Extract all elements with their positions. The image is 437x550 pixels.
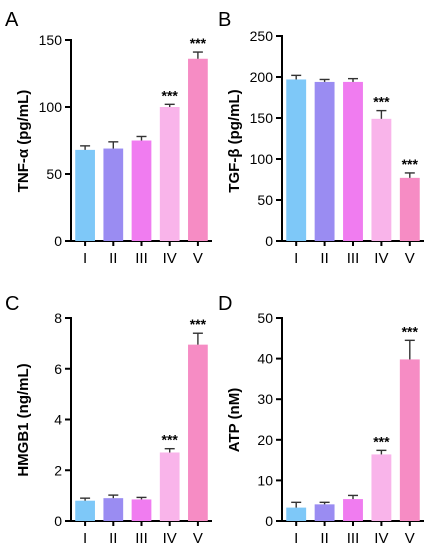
x-tick-label: V <box>193 530 203 547</box>
y-tick-label: 40 <box>257 351 273 367</box>
y-tick-label: 10 <box>257 472 273 488</box>
x-tick-label: II <box>320 530 328 547</box>
y-tick-label: 4 <box>54 412 62 428</box>
significance-marker: *** <box>402 323 419 339</box>
significance-marker: *** <box>373 94 390 110</box>
y-tick-label: 2 <box>54 462 62 478</box>
bar-v <box>399 177 420 241</box>
bar-ii <box>314 81 335 241</box>
y-axis-label: HMGB1 (ng/mL) <box>15 363 32 476</box>
x-tick-label: IV <box>374 530 388 547</box>
y-tick-label: 200 <box>250 69 274 85</box>
bar-ii <box>103 498 124 521</box>
bar-iii <box>343 81 363 241</box>
y-tick-label: 0 <box>265 233 273 249</box>
x-tick-label: IV <box>163 530 177 547</box>
y-tick-label: 0 <box>265 513 273 529</box>
y-tick-label: 30 <box>257 391 273 407</box>
panel-label: D <box>218 293 232 315</box>
panel-label: B <box>218 9 231 31</box>
y-tick-label: 150 <box>250 110 274 126</box>
y-tick-label: 100 <box>250 151 274 167</box>
x-tick-label: III <box>347 530 360 547</box>
y-tick-label: 50 <box>257 310 273 326</box>
bar-ii <box>314 504 335 521</box>
y-tick-label: 20 <box>257 432 273 448</box>
bar-i <box>286 79 307 242</box>
x-tick-label: V <box>193 250 203 267</box>
significance-marker: *** <box>402 156 419 172</box>
x-tick-label: V <box>405 250 415 267</box>
x-tick-label: II <box>109 250 117 267</box>
panel-label: A <box>5 9 19 31</box>
y-tick-label: 6 <box>54 361 62 377</box>
bar-v <box>399 359 420 521</box>
significance-marker: *** <box>162 432 179 448</box>
y-tick-label: 0 <box>54 513 62 529</box>
x-tick-label: II <box>109 530 117 547</box>
bar-iv <box>371 118 392 241</box>
y-tick-label: 50 <box>257 192 273 208</box>
x-tick-label: III <box>347 250 360 267</box>
panel-label: C <box>5 293 19 315</box>
y-axis-label: TNF-α (pg/mL) <box>15 90 32 193</box>
bar-iii <box>131 499 152 521</box>
bar-iv <box>371 454 392 521</box>
x-tick-label: I <box>294 530 298 547</box>
y-tick-label: 8 <box>54 310 62 326</box>
x-tick-label: IV <box>163 250 177 267</box>
significance-marker: *** <box>373 433 390 449</box>
y-tick-label: 150 <box>39 32 63 48</box>
y-tick-label: 50 <box>46 166 62 182</box>
y-tick-label: 250 <box>250 28 274 44</box>
significance-marker: *** <box>162 87 179 103</box>
bar-iv <box>159 452 180 521</box>
x-tick-label: III <box>135 250 148 267</box>
bar-i <box>75 149 95 241</box>
bar-v <box>188 58 208 242</box>
y-axis-label: ATP (nM) <box>226 388 243 452</box>
bar-ii <box>103 148 124 241</box>
x-tick-label: I <box>294 250 298 267</box>
x-tick-label: I <box>83 530 87 547</box>
x-tick-label: V <box>405 530 415 547</box>
x-tick-label: II <box>320 250 328 267</box>
bar-iv <box>159 107 180 241</box>
bar-iii <box>343 499 363 521</box>
x-tick-label: III <box>135 530 148 547</box>
significance-marker: *** <box>190 316 207 332</box>
x-tick-label: IV <box>374 250 388 267</box>
bar-v <box>188 344 208 521</box>
bar-i <box>75 500 95 521</box>
bar-iii <box>131 140 152 241</box>
bar-i <box>286 507 307 521</box>
y-tick-label: 0 <box>54 233 62 249</box>
x-tick-label: I <box>83 250 87 267</box>
y-axis-label: TGF-β (pg/mL) <box>226 89 243 192</box>
significance-marker: *** <box>190 35 207 51</box>
y-tick-label: 100 <box>39 99 63 115</box>
